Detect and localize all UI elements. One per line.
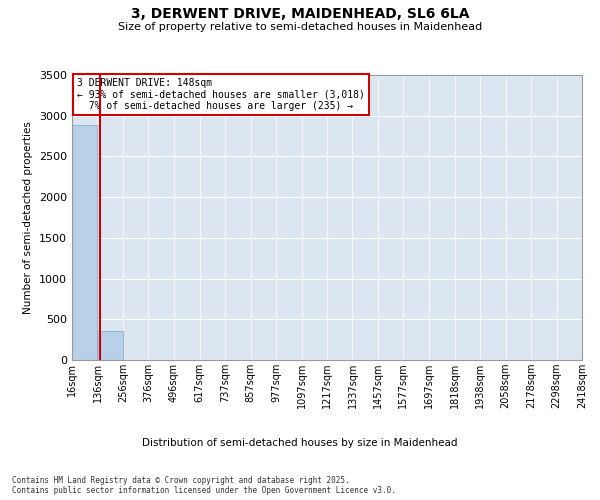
Text: Distribution of semi-detached houses by size in Maidenhead: Distribution of semi-detached houses by … [142,438,458,448]
Bar [97,330,123,360]
Text: 3, DERWENT DRIVE, MAIDENHEAD, SL6 6LA: 3, DERWENT DRIVE, MAIDENHEAD, SL6 6LA [131,8,469,22]
Y-axis label: Number of semi-detached properties: Number of semi-detached properties [23,121,34,314]
Text: Contains HM Land Registry data © Crown copyright and database right 2025.
Contai: Contains HM Land Registry data © Crown c… [12,476,396,495]
Text: Size of property relative to semi-detached houses in Maidenhead: Size of property relative to semi-detach… [118,22,482,32]
Bar [72,124,97,360]
Text: 3 DERWENT DRIVE: 148sqm
← 93% of semi-detached houses are smaller (3,018)
  7% o: 3 DERWENT DRIVE: 148sqm ← 93% of semi-de… [77,78,365,111]
